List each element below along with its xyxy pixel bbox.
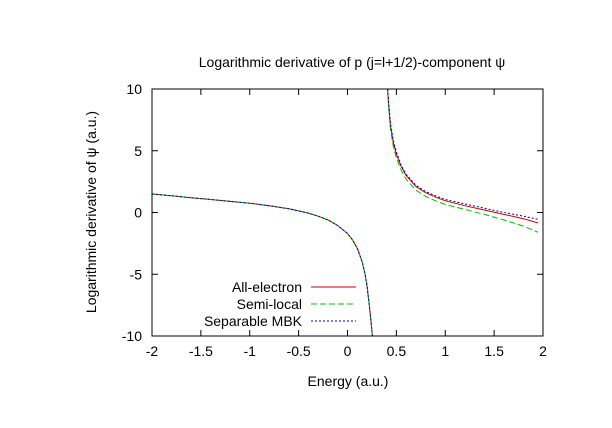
y-tick-label: 0	[134, 205, 142, 221]
y-tick-label: -10	[122, 328, 142, 344]
legend-label: All-electron	[232, 279, 302, 295]
axis-ticks: -2 -1.5 -1 -0.5 0 0.5 1 1.5 2 -10 -5 0 5 10	[122, 81, 547, 359]
x-axis-label: Energy (a.u.)	[308, 373, 389, 389]
x-tick-label: 1.5	[484, 343, 504, 359]
series-line-separable-mbk	[151, 88, 539, 337]
series-line-semi-local	[151, 88, 539, 337]
y-tick-label: -5	[130, 266, 143, 282]
y-tick-label: 10	[126, 81, 142, 97]
x-tick-label: -1	[244, 343, 257, 359]
x-tick-label: -1.5	[189, 343, 213, 359]
x-tick-label: -0.5	[287, 343, 311, 359]
chart-title: Logarithmic derivative of p (j=l+1/2)-co…	[199, 54, 505, 70]
y-axis-label: Logarithmic derivative of ψ (a.u.)	[83, 111, 99, 313]
plot-lines	[151, 88, 539, 337]
x-tick-label: -2	[146, 343, 159, 359]
x-tick-label: 0	[344, 343, 352, 359]
x-tick-label: 2	[539, 343, 547, 359]
x-tick-label: 1	[441, 343, 449, 359]
series-line-all-electron	[151, 88, 539, 337]
legend-label: Semi-local	[237, 296, 302, 312]
y-tick-label: 5	[134, 143, 142, 159]
legend-label: Separable MBK	[204, 313, 303, 329]
x-tick-label: 0.5	[387, 343, 407, 359]
plot-frame	[151, 88, 544, 337]
